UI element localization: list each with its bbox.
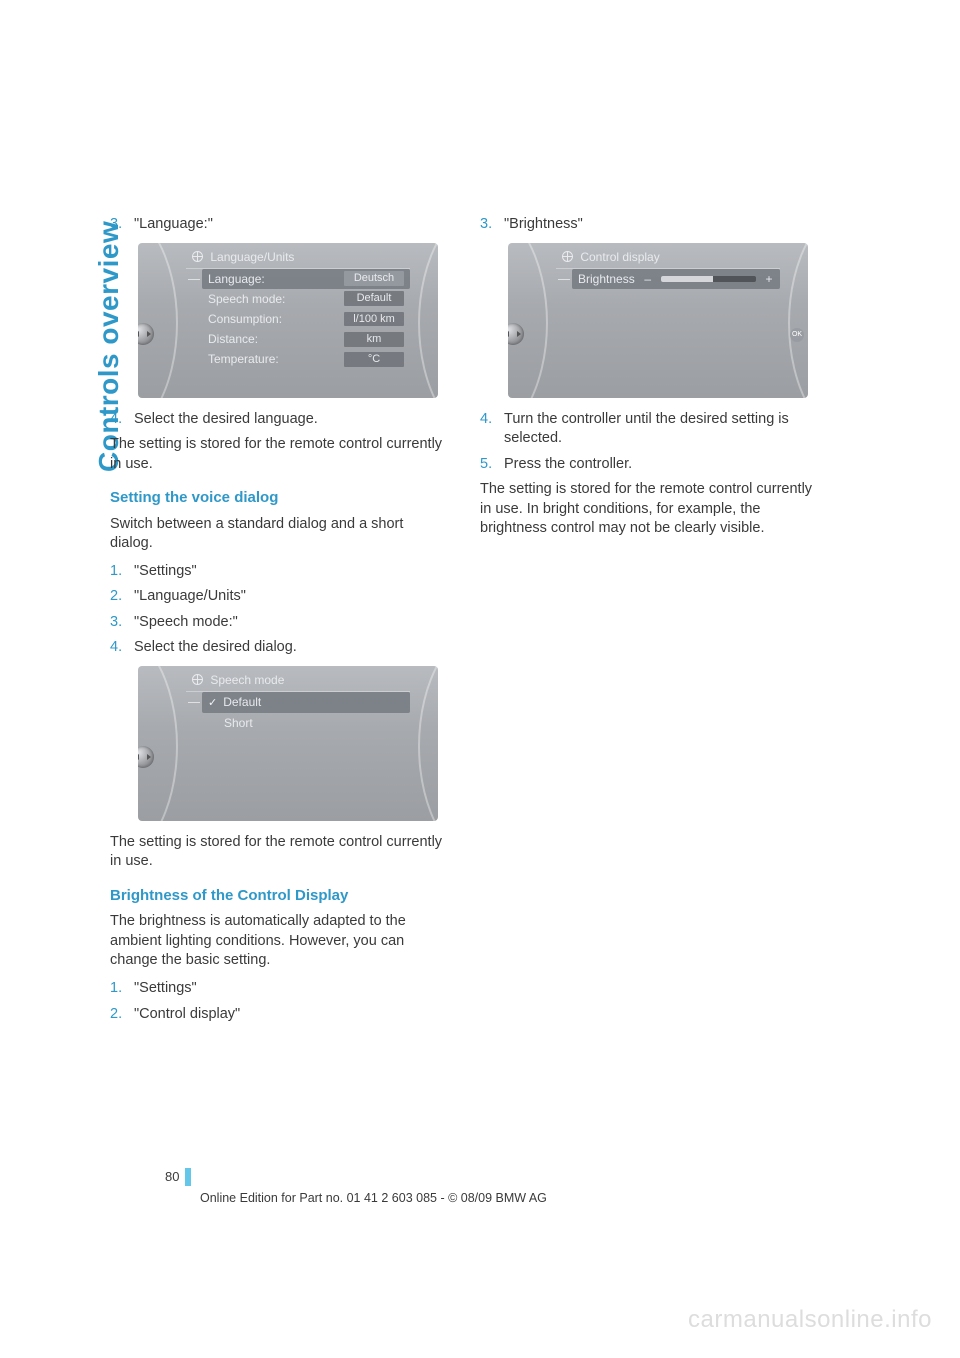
idrive-row-label: Speech mode: xyxy=(208,291,285,307)
list-text: "Brightness" xyxy=(504,215,820,235)
idrive-row-value: km xyxy=(344,332,404,347)
watermark: carmanualsonline.info xyxy=(688,1304,932,1336)
heading-voice-dialog: Setting the voice dialog xyxy=(110,488,450,508)
left-column: 3. "Language:" Language/Units Language: … xyxy=(110,215,450,1030)
list-text: "Language:" xyxy=(134,215,450,235)
list-text: "Speech mode:" xyxy=(134,613,450,633)
idrive-row-label: Temperature: xyxy=(208,351,279,367)
list-text: Select the desired language. xyxy=(134,410,450,430)
paragraph: Switch between a standard dialog and a s… xyxy=(110,515,450,554)
list-item: 4. Select the desired dialog. xyxy=(110,638,450,658)
idrive-header-text: Speech mode xyxy=(210,673,284,687)
globe-icon xyxy=(192,674,203,685)
list-item: 3. "Language:" xyxy=(110,215,450,235)
idrive-header-text: Control display xyxy=(580,250,659,264)
list-number: 2. xyxy=(110,1005,134,1025)
brightness-slider xyxy=(661,276,756,282)
list-number: 4. xyxy=(480,410,504,449)
list-text: "Settings" xyxy=(134,562,450,582)
minus-icon: – xyxy=(643,271,653,287)
idrive-row-value: Default xyxy=(344,291,404,306)
idrive-row: Consumption: l/100 km xyxy=(202,309,410,329)
idrive-row: Short xyxy=(202,713,410,733)
idrive-row-label: Language: xyxy=(208,271,265,287)
list-item: 3. "Brightness" xyxy=(480,215,820,235)
idrive-list: Language: Deutsch Speech mode: Default C… xyxy=(202,269,410,370)
idrive-row: Distance: km xyxy=(202,329,410,349)
idrive-header-text: Language/Units xyxy=(210,250,294,264)
list-number: 3. xyxy=(480,215,504,235)
list-item: 5. Press the controller. xyxy=(480,455,820,475)
list-text: Press the controller. xyxy=(504,455,820,475)
idrive-row-label: Short xyxy=(224,715,404,731)
list-text: "Settings" xyxy=(134,979,450,999)
list-text: "Language/Units" xyxy=(134,587,450,607)
idrive-row-label: Consumption: xyxy=(208,311,282,327)
list-item: 4. Turn the controller until the desired… xyxy=(480,410,820,449)
list-number: 2. xyxy=(110,587,134,607)
footer-text: Online Edition for Part no. 01 41 2 603 … xyxy=(200,1190,547,1207)
list-item: 2. "Language/Units" xyxy=(110,587,450,607)
list-item: 4. Select the desired language. xyxy=(110,410,450,430)
check-icon xyxy=(208,694,223,711)
paragraph: The setting is stored for the remote con… xyxy=(110,435,450,474)
list-item: 2. "Control display" xyxy=(110,1005,450,1025)
idrive-row: Speech mode: Default xyxy=(202,289,410,309)
list-number: 5. xyxy=(480,455,504,475)
idrive-header: Control display xyxy=(556,249,780,269)
list-number: 1. xyxy=(110,562,134,582)
brightness-slider-fill xyxy=(661,276,713,282)
list-text: Select the desired dialog. xyxy=(134,638,450,658)
idrive-row-label: Distance: xyxy=(208,331,258,347)
list-item: 1. "Settings" xyxy=(110,562,450,582)
page-content: 3. "Language:" Language/Units Language: … xyxy=(110,215,830,1030)
paragraph: The setting is stored for the remote con… xyxy=(110,833,450,872)
idrive-row: Default xyxy=(202,692,410,713)
heading-brightness: Brightness of the Control Display xyxy=(110,886,450,906)
idrive-header: Speech mode xyxy=(186,672,410,692)
idrive-row-label: Default xyxy=(223,694,404,710)
right-column: 3. "Brightness" Control display Brightne… xyxy=(480,215,820,1030)
page-number-bar xyxy=(185,1168,191,1186)
idrive-screenshot-language: Language/Units Language: Deutsch Speech … xyxy=(138,243,438,398)
idrive-row: Language: Deutsch xyxy=(202,269,410,289)
list-number: 1. xyxy=(110,979,134,999)
list-text: "Control display" xyxy=(134,1005,450,1025)
idrive-list: Default Short xyxy=(202,692,410,733)
page-number: 80 xyxy=(165,1168,191,1186)
idrive-row: Temperature: °C xyxy=(202,349,410,369)
paragraph: The brightness is automatically adapted … xyxy=(110,912,450,971)
idrive-row-value: Deutsch xyxy=(344,271,404,286)
list-number: 3. xyxy=(110,613,134,633)
page-number-text: 80 xyxy=(165,1168,179,1186)
globe-icon xyxy=(192,251,203,262)
paragraph: The setting is stored for the remote con… xyxy=(480,480,820,539)
plus-icon: + xyxy=(764,271,774,287)
list-number: 4. xyxy=(110,410,134,430)
idrive-row-value: °C xyxy=(344,352,404,367)
ok-icon: OK xyxy=(790,328,804,342)
list-text: Turn the controller until the desired se… xyxy=(504,410,820,449)
idrive-header: Language/Units xyxy=(186,249,410,269)
idrive-screenshot-speech: Speech mode Default Short xyxy=(138,666,438,821)
list-number: 4. xyxy=(110,638,134,658)
globe-icon xyxy=(562,251,573,262)
idrive-slider-row: Brightness – + xyxy=(572,269,780,289)
idrive-row-label: Brightness xyxy=(578,271,635,287)
idrive-list: Brightness – + xyxy=(572,269,780,289)
list-number: 3. xyxy=(110,215,134,235)
idrive-row-value: l/100 km xyxy=(344,312,404,327)
idrive-screenshot-brightness: Control display Brightness – + OK xyxy=(508,243,808,398)
list-item: 1. "Settings" xyxy=(110,979,450,999)
list-item: 3. "Speech mode:" xyxy=(110,613,450,633)
